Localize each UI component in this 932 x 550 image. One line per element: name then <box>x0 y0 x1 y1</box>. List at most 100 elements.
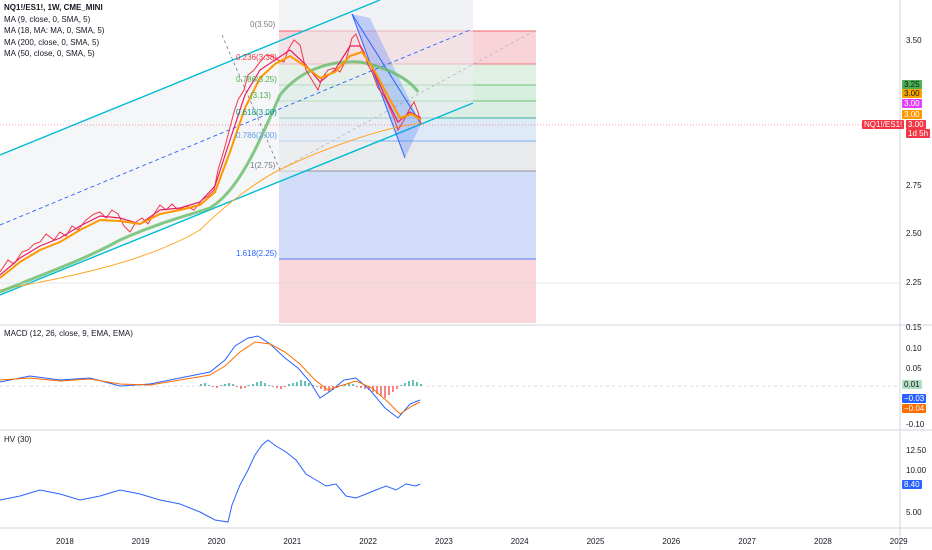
fib-label: (3.13) <box>250 91 271 100</box>
time-tick: 2024 <box>510 537 529 546</box>
channel-mid-line <box>0 29 471 226</box>
fib-trend-line <box>278 29 537 171</box>
hv-value-badge: 8.40 <box>902 480 922 489</box>
macd-histogram-bar <box>388 386 390 395</box>
price-badge: 3.00 <box>902 99 922 108</box>
macd-histogram-bar <box>348 383 350 386</box>
time-tick: 2023 <box>435 537 453 546</box>
macd-histogram-bar <box>328 386 330 392</box>
macd-histogram-bar <box>268 385 270 386</box>
macd-histogram-bar <box>316 386 318 387</box>
price-badge: 3.00 <box>902 110 922 119</box>
macd-value-badge: 0.01 <box>902 380 922 389</box>
macd-histogram-bar <box>384 386 386 398</box>
hv-tick: 5.00 <box>906 508 922 517</box>
time-tick: 2019 <box>131 537 150 546</box>
ma-label-50[interactable]: MA (50, close, 0, SMA, 5) <box>4 49 95 58</box>
falling-wedge <box>352 14 421 158</box>
channel-upper-line <box>0 0 381 156</box>
macd-histogram-bar <box>296 382 298 386</box>
channel-lower-line <box>0 102 474 296</box>
macd-histogram-bar <box>220 385 222 386</box>
macd-histogram-bar <box>356 386 358 387</box>
time-tick: 2021 <box>283 537 302 546</box>
fib-label: 0(3.50) <box>250 20 276 29</box>
macd-histogram-bar <box>300 380 302 386</box>
macd-histogram-bar <box>232 384 234 386</box>
macd-value-badge: −0.03 <box>902 394 927 403</box>
fib-label: 0.618(3.00) <box>236 108 277 117</box>
macd-histogram-bar <box>256 382 258 386</box>
hv-tick: 12.50 <box>906 446 927 455</box>
macd-histogram-bar <box>200 384 202 386</box>
macd-histogram-bar <box>380 386 382 396</box>
macd-tick: 0.10 <box>906 344 922 353</box>
hv-panel[interactable] <box>0 439 421 523</box>
ma-label-18[interactable]: MA (18, MA: MA, 0, SMA, 5) <box>4 26 105 35</box>
fib-label: 0.786(3.00) <box>236 131 277 140</box>
macd-histogram-bar <box>352 384 354 386</box>
macd-histogram-bar <box>224 384 226 386</box>
macd-histogram-bar <box>412 380 414 386</box>
ma18-line <box>0 50 422 279</box>
macd-histogram-bar <box>212 386 214 387</box>
price-badge: 3.00 <box>902 89 922 98</box>
macd-histogram-bar <box>264 383 266 386</box>
macd-histogram-bar <box>228 383 230 386</box>
macd-histogram-bar <box>248 385 250 386</box>
price-tick: 3.50 <box>906 36 922 45</box>
ma-label-200[interactable]: MA (200, close, 0, SMA, 5) <box>4 37 100 47</box>
macd-tick: -0.10 <box>906 420 925 429</box>
macd-histogram-bar <box>204 383 206 386</box>
price-badge: 1d 5h <box>906 129 931 138</box>
macd-histogram-bar <box>252 384 254 386</box>
symbol-price-tag: NQ1!/ES1! <box>862 120 905 129</box>
price-badge: 3.00 <box>906 120 926 129</box>
macd-histogram-bar <box>408 381 410 386</box>
macd-tick: 0.15 <box>906 323 922 332</box>
macd-histogram-bar <box>416 382 418 386</box>
macd-histogram-bar <box>364 386 366 389</box>
macd-tick: 0.05 <box>906 364 922 373</box>
ma-label-9[interactable]: MA (9, close, 0, SMA, 5) <box>4 14 91 24</box>
macd-histogram-bar <box>284 386 286 387</box>
fib-zone-8 <box>279 259 536 323</box>
macd-histogram-bar <box>288 384 290 386</box>
macd-histogram-bar <box>208 385 210 386</box>
hv-label[interactable]: HV (30) <box>4 435 32 444</box>
macd-histogram-bar <box>392 386 394 392</box>
fib-label: 1(2.75) <box>250 161 276 170</box>
macd-value-badge: −0.04 <box>902 404 927 413</box>
macd-histogram-bar <box>240 386 242 389</box>
hv-tick: 10.00 <box>906 466 927 475</box>
macd-histogram-bar <box>376 386 378 394</box>
macd-histogram-bar <box>308 383 310 386</box>
macd-histogram-bar <box>400 385 402 386</box>
price-tick: 2.75 <box>906 181 922 190</box>
time-tick: 2028 <box>814 537 832 546</box>
macd-histogram-bar <box>420 384 422 386</box>
symbol-title[interactable]: NQ1!/ES1!, 1W, CME_MINI <box>4 3 103 12</box>
macd-histogram-bar <box>324 386 326 391</box>
macd-signal-line <box>0 341 421 415</box>
macd-histogram-bar <box>368 386 370 390</box>
macd-histogram-bar <box>404 383 406 386</box>
macd-histogram-bar <box>236 386 238 387</box>
macd-histogram-bar <box>280 386 282 389</box>
time-tick: 2020 <box>207 537 226 546</box>
macd-histogram-bar <box>276 386 278 388</box>
price-badge: 3.25 <box>902 80 922 89</box>
time-tick: 2018 <box>56 537 74 546</box>
time-tick: 2027 <box>738 537 756 546</box>
macd-histogram-bar <box>272 386 274 387</box>
macd-label[interactable]: MACD (12, 26, close, 9, EMA, EMA) <box>4 329 133 338</box>
time-tick: 2029 <box>889 537 908 546</box>
macd-histogram-bar <box>344 384 346 386</box>
macd-panel[interactable] <box>0 335 900 419</box>
ma50-line <box>0 60 420 294</box>
chart-legend: NQ1!/ES1!, 1W, CME_MINI MA (9, close, 0,… <box>4 2 104 60</box>
macd-histogram-bar <box>216 386 218 388</box>
macd-histogram-bar <box>396 386 398 389</box>
time-tick: 2025 <box>586 537 605 546</box>
